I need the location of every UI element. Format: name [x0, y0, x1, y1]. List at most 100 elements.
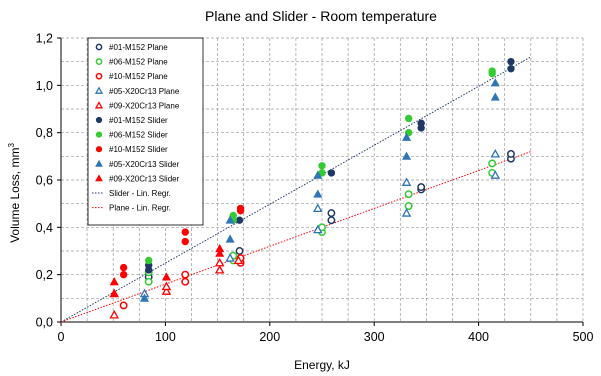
legend-label: #06-M152 Plane	[109, 58, 168, 67]
y-axis-label-text: Volume Loss, mm	[8, 148, 22, 243]
regression-line	[60, 151, 531, 323]
legend-marker	[94, 101, 104, 109]
data-point	[404, 114, 413, 123]
y-tick-label: 0,8	[36, 126, 53, 140]
data-point	[490, 170, 501, 179]
data-point	[507, 65, 515, 73]
y-tick-label: 0,6	[36, 174, 53, 188]
y-tick-label: 1,2	[36, 32, 53, 46]
data-point	[119, 263, 128, 272]
legend-marker	[94, 86, 104, 94]
data-point	[235, 216, 244, 224]
data-point	[313, 224, 323, 234]
data-point	[225, 215, 235, 224]
x-tick-label: 300	[364, 330, 385, 344]
data-point	[417, 119, 425, 127]
legend-label: Plane - Lin. Regr.	[109, 204, 171, 213]
data-point	[313, 203, 323, 212]
legend-label: #06-M152 Slider	[109, 131, 168, 140]
x-tick-label: 200	[259, 330, 280, 344]
data-point	[235, 247, 244, 255]
data-point	[402, 151, 412, 160]
data-point	[327, 209, 336, 218]
data-point	[417, 183, 426, 192]
data-point	[490, 148, 501, 158]
legend-label: #10-M152 Slider	[109, 145, 168, 154]
legend-marker	[95, 146, 103, 153]
legend-box	[87, 37, 204, 226]
data-point	[215, 243, 225, 253]
data-point	[161, 286, 172, 295]
regression-lines	[60, 56, 532, 323]
data-points	[109, 57, 515, 319]
data-point	[161, 272, 171, 281]
legend-marker	[95, 43, 103, 51]
data-point	[119, 301, 128, 310]
data-point	[402, 132, 412, 141]
data-point	[327, 169, 336, 177]
data-point	[313, 170, 323, 179]
data-point	[225, 253, 235, 262]
x-tick-labels: 0 100 200 300 400 500	[58, 322, 594, 344]
data-point	[490, 92, 500, 101]
data-point	[327, 216, 336, 225]
y-tick-labels: 0,0 0,2 0,4 0,6 0,8 1,0 1,2	[36, 32, 61, 330]
data-point	[181, 277, 190, 286]
legend-marker	[95, 131, 103, 138]
legend-label: #10-M152 Plane	[109, 72, 168, 81]
data-point	[109, 309, 120, 319]
x-tick-label: 400	[468, 330, 489, 344]
y-axis-label: Volume Loss, mm3	[7, 143, 22, 243]
data-point	[144, 277, 153, 286]
data-point	[236, 204, 245, 213]
legend-label: #01-M152 Slider	[109, 116, 168, 125]
data-point	[507, 57, 515, 66]
data-point	[181, 237, 189, 246]
chart-title: Plane and Slider - Room temperature	[205, 8, 437, 24]
legend-marker	[95, 116, 103, 124]
y-tick-label: 1,0	[36, 79, 53, 93]
data-point	[313, 189, 323, 198]
x-tick-label: 500	[573, 330, 594, 344]
legend: #01-M152 Plane #06-M152 Plane #10-M152 Pla…	[87, 37, 204, 226]
data-point	[181, 270, 190, 279]
x-axis-label: Energy, kJ	[294, 358, 350, 372]
legend-marker	[95, 174, 103, 182]
legend-label: Slider - Lin. Regr.	[109, 189, 171, 198]
legend-label: #09-X20Cr13 Slider	[109, 174, 180, 183]
y-axis-label-superscript: 3	[7, 143, 16, 148]
data-point	[214, 257, 225, 267]
data-point	[401, 177, 412, 186]
data-point	[139, 293, 150, 302]
data-point	[507, 150, 515, 158]
data-point	[488, 159, 497, 168]
data-point	[401, 208, 412, 217]
legend-marker	[95, 72, 103, 80]
data-point	[225, 234, 235, 243]
data-point	[144, 256, 153, 265]
data-point	[214, 264, 225, 274]
y-tick-label: 0,2	[36, 268, 53, 282]
data-point	[161, 281, 172, 291]
legend-marker	[95, 159, 103, 167]
data-point	[233, 255, 244, 265]
legend-label: #01-M152 Plane	[109, 43, 168, 52]
legend-label: #05-X20Cr13 Slider	[109, 160, 180, 169]
legend-marker	[95, 58, 103, 65]
data-point	[181, 228, 189, 236]
x-tick-label: 100	[155, 330, 176, 344]
data-point	[404, 190, 413, 199]
data-point	[109, 277, 119, 286]
data-point	[490, 78, 500, 87]
data-point	[215, 248, 225, 257]
x-tick-label: 0	[58, 330, 65, 344]
data-point	[119, 270, 128, 279]
data-point	[229, 211, 237, 220]
legend-label: #05-X20Cr13 Plane	[109, 87, 180, 96]
data-point	[488, 67, 496, 75]
legend-label: #09-X20Cr13 Plane	[109, 101, 180, 110]
data-point	[318, 162, 326, 170]
y-tick-label: 0,0	[36, 316, 53, 330]
data-point	[404, 202, 413, 210]
